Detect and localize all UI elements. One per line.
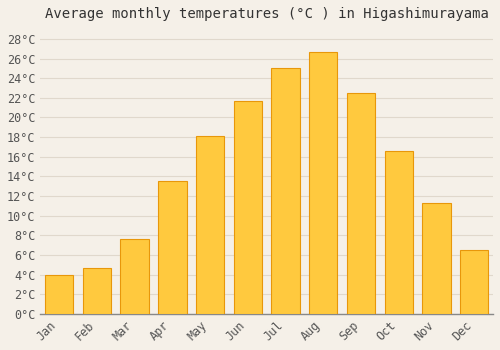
Bar bbox=[460, 250, 488, 314]
Bar bbox=[45, 275, 74, 314]
Bar bbox=[347, 93, 375, 314]
Bar bbox=[158, 181, 186, 314]
Bar bbox=[196, 136, 224, 314]
Bar bbox=[234, 101, 262, 314]
Title: Average monthly temperatures (°C ) in Higashimurayama: Average monthly temperatures (°C ) in Hi… bbox=[44, 7, 488, 21]
Bar bbox=[384, 151, 413, 314]
Bar bbox=[309, 52, 338, 314]
Bar bbox=[272, 68, 299, 314]
Bar bbox=[422, 203, 450, 314]
Bar bbox=[120, 239, 149, 314]
Bar bbox=[83, 268, 111, 314]
